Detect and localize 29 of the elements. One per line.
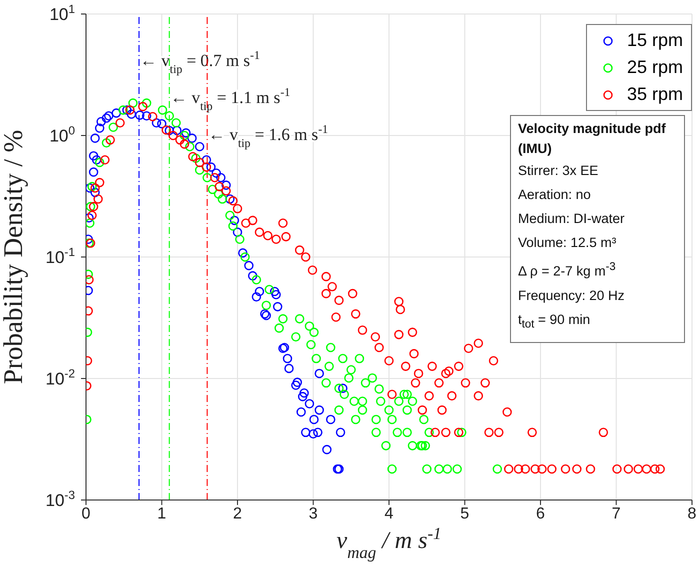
ref-line-label: ← v$_{tip}$ = 1.1 m s$^{-1}$ bbox=[170, 85, 290, 113]
x-tick-label: 8 bbox=[688, 505, 697, 522]
x-tick-label: 2 bbox=[233, 505, 242, 522]
y-tick-label: 10$^{-1}$ bbox=[46, 245, 76, 267]
x-tick-label: 0 bbox=[82, 505, 91, 522]
annotation: Stirrer: 3x EE bbox=[518, 162, 600, 180]
x-tick-label: 5 bbox=[460, 505, 470, 522]
y-tick-label: 10$^{0}$ bbox=[49, 124, 76, 146]
x-tick-label: 7 bbox=[612, 505, 621, 522]
annotation: Velocity magnitude pdf (IMU) bbox=[518, 120, 667, 158]
legend-label: 15 rpm bbox=[626, 29, 683, 52]
annotation: Aeration: no bbox=[518, 186, 592, 204]
x-axis-title: v$_{mag}$ / m s$^{-1}$ bbox=[336, 524, 442, 562]
y-tick-label: 10$^{1}$ bbox=[49, 2, 76, 24]
ref-line-label: ← v$_{tip}$ = 1.6 m s$^{-1}$ bbox=[208, 122, 328, 150]
y-tick-label: 10$^{-2}$ bbox=[46, 366, 76, 388]
annotation: Δ ρ = 2-7 kg m$^{-3}$ bbox=[518, 260, 617, 280]
y-tick-label: 10$^{-3}$ bbox=[46, 488, 76, 510]
legend-label: 25 rpm bbox=[626, 56, 683, 79]
x-tick-label: 1 bbox=[157, 505, 166, 522]
annotation: t$_{tot}$ = 90 min bbox=[518, 310, 592, 332]
x-tick-label: 4 bbox=[384, 505, 394, 522]
legend-label: 35 rpm bbox=[626, 83, 683, 106]
annotation: Medium: DI-water bbox=[518, 210, 626, 228]
x-tick-label: 6 bbox=[536, 505, 546, 522]
x-tick-label: 3 bbox=[308, 505, 318, 522]
annotation: Frequency: 20 Hz bbox=[518, 286, 626, 305]
annotation: Volume: 12.5 m³ bbox=[518, 234, 618, 252]
y-axis-title: Probability Density / % bbox=[0, 130, 28, 384]
